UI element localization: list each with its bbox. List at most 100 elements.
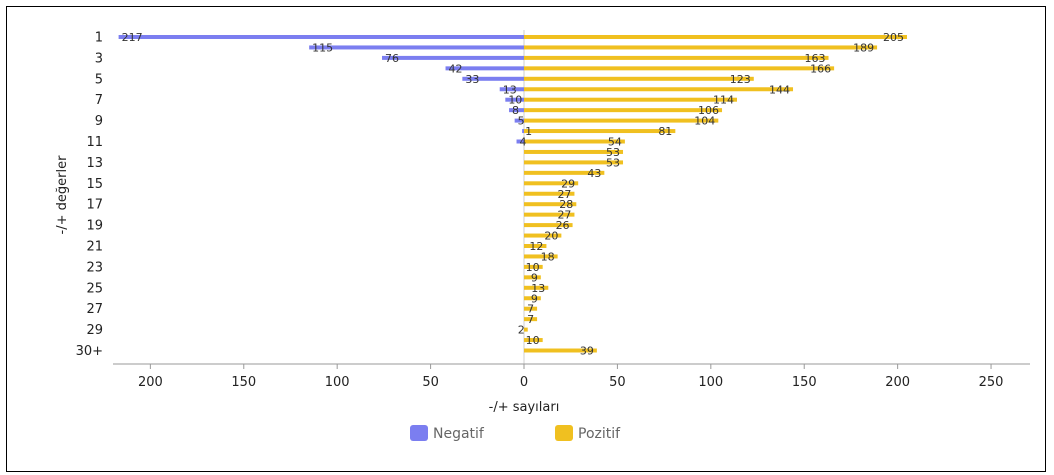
bar-pozitif: [524, 338, 543, 343]
bar-pozitif: [524, 327, 528, 332]
bar-pozitif: [524, 66, 835, 71]
bar-pozitif: [524, 87, 794, 92]
y-tick-label: 5: [95, 72, 103, 87]
bar-pozitif: [524, 233, 562, 238]
y-tick-label: 13: [86, 156, 103, 171]
data-label-negatif: 10: [508, 94, 522, 107]
data-label-negatif: 42: [449, 62, 463, 75]
x-tick-label: 100: [698, 375, 723, 390]
bar-pozitif: [524, 35, 907, 39]
data-label-negatif: 4: [520, 136, 527, 149]
y-tick-label: 15: [86, 177, 103, 192]
bar-pozitif: [524, 254, 558, 259]
bar-pozitif: [524, 264, 543, 269]
data-label-pozitif: 163: [805, 52, 826, 65]
y-tick-label: 9: [95, 114, 103, 129]
data-label-pozitif: 12: [529, 240, 543, 253]
data-label-pozitif: 2: [518, 324, 525, 337]
data-label-negatif: 115: [312, 41, 333, 54]
data-label-negatif: 8: [512, 104, 519, 117]
bar-pozitif: [524, 212, 575, 217]
data-label-pozitif: 205: [883, 31, 904, 44]
bar-negatif: [309, 45, 524, 50]
bar-pozitif: [524, 76, 754, 81]
legend-swatch-negatif: [410, 425, 428, 441]
legend-swatch-pozitif: [555, 425, 573, 441]
bar-negatif: [509, 108, 524, 113]
bar-negatif: [499, 87, 524, 92]
data-label-pozitif: 189: [853, 41, 874, 54]
bar-pozitif: [524, 285, 549, 290]
data-label-pozitif: 53: [606, 156, 620, 169]
y-tick-label: 11: [86, 135, 103, 150]
bar-pozitif: [524, 118, 719, 123]
data-label-pozitif: 7: [527, 303, 534, 316]
x-axis-title: -/+ sayıları: [489, 400, 560, 415]
x-tick-label: 50: [609, 375, 626, 390]
y-tick-label: 30+: [76, 344, 103, 359]
x-tick-label: 100: [325, 375, 350, 390]
y-tick-label: 21: [86, 240, 103, 255]
data-label-pozitif: 114: [713, 94, 734, 107]
y-tick-label: 1: [95, 31, 103, 46]
y-tick-label: 3: [95, 51, 103, 66]
data-label-pozitif: 81: [658, 125, 672, 138]
bar-pozitif: [524, 45, 878, 50]
data-label-pozitif: 29: [561, 177, 575, 190]
x-tick-label: 250: [979, 375, 1004, 390]
bar-pozitif: [524, 306, 538, 311]
bar-pozitif: [524, 139, 625, 144]
data-label-pozitif: 26: [556, 219, 570, 232]
data-label-pozitif: 123: [730, 73, 751, 86]
bar-negatif: [514, 118, 524, 123]
data-label-negatif: 5: [518, 115, 525, 128]
bar-pozitif: [524, 275, 541, 280]
y-axis-title: -/+ değerler: [55, 155, 70, 235]
bar-pozitif: [524, 348, 597, 353]
x-tick-label: 150: [792, 375, 817, 390]
data-label-negatif: 1: [525, 125, 532, 138]
data-label-pozitif: 7: [527, 313, 534, 326]
data-label-pozitif: 13: [531, 282, 545, 295]
bar-negatif: [516, 139, 524, 144]
data-label-pozitif: 39: [580, 345, 594, 358]
data-label-pozitif: 20: [544, 230, 558, 243]
data-label-negatif: 33: [465, 73, 479, 86]
y-tick-label: 19: [86, 219, 103, 234]
bar-pozitif: [524, 160, 624, 165]
y-tick-label: 27: [86, 302, 103, 317]
data-label-negatif: 76: [385, 52, 399, 65]
x-tick-label: 0: [520, 375, 528, 390]
data-label-pozitif: 53: [606, 146, 620, 159]
legend-label-negatif: Negatif: [433, 426, 485, 442]
bar-pozitif: [524, 181, 579, 186]
bar-pozitif: [524, 170, 605, 175]
bar-pozitif: [524, 202, 577, 207]
legend-label-pozitif: Pozitif: [578, 426, 621, 442]
bar-pozitif: [524, 223, 573, 228]
y-tick-label: 17: [86, 198, 103, 213]
bar-negatif: [462, 76, 524, 81]
bar-negatif: [522, 129, 524, 134]
y-tick-label: 23: [86, 260, 103, 275]
bar-negatif: [445, 66, 524, 71]
chart-frame: [6, 6, 1046, 472]
data-label-pozitif: 43: [587, 167, 601, 180]
bar-pozitif: [524, 317, 538, 322]
y-tick-label: 29: [86, 323, 103, 338]
bar-negatif: [382, 55, 524, 60]
data-label-pozitif: 27: [557, 209, 571, 222]
x-tick-label: 150: [231, 375, 256, 390]
data-label-pozitif: 27: [557, 188, 571, 201]
x-tick-label: 200: [885, 375, 910, 390]
data-label-negatif: 217: [122, 31, 143, 44]
bar-pozitif: [524, 244, 547, 248]
bar-negatif: [118, 35, 524, 39]
data-label-pozitif: 104: [694, 115, 715, 128]
bar-pozitif: [524, 296, 541, 301]
data-label-pozitif: 18: [541, 250, 555, 263]
x-tick-label: 200: [138, 375, 163, 390]
data-label-pozitif: 144: [769, 83, 790, 96]
data-label-pozitif: 166: [810, 62, 831, 75]
